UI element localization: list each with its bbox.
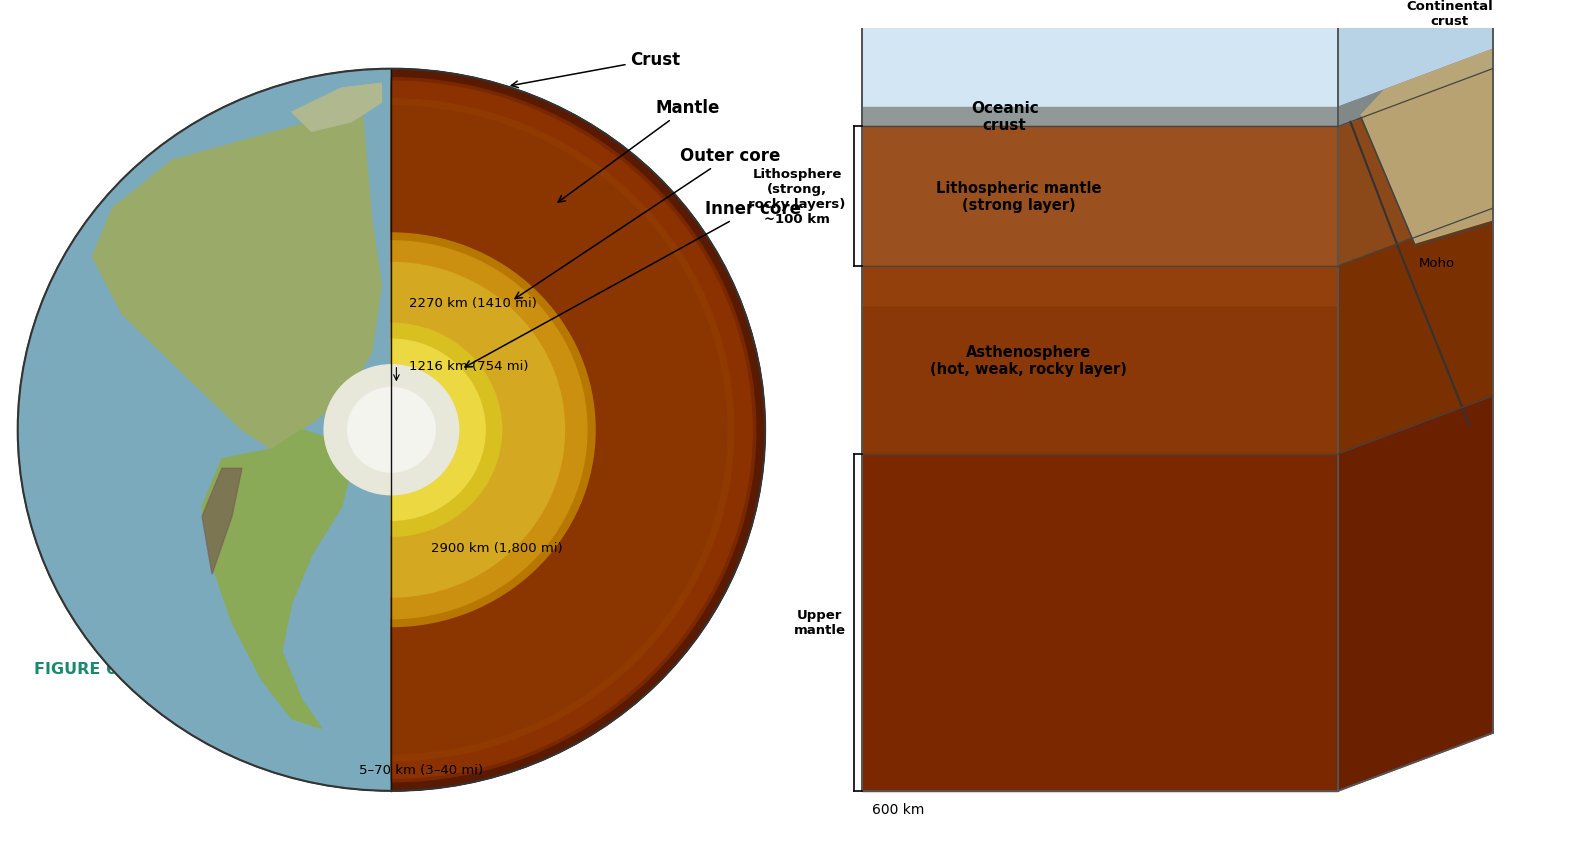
Polygon shape: [202, 430, 351, 728]
Circle shape: [348, 388, 435, 473]
Text: Upper
mantle: Upper mantle: [793, 609, 845, 636]
Polygon shape: [861, 127, 1338, 267]
Wedge shape: [392, 93, 741, 768]
Polygon shape: [1338, 209, 1493, 455]
Circle shape: [17, 70, 765, 791]
Polygon shape: [861, 267, 1338, 306]
Polygon shape: [1338, 51, 1493, 127]
Circle shape: [324, 365, 458, 495]
Text: 600 km: 600 km: [872, 802, 924, 816]
Text: Moho: Moho: [1419, 257, 1455, 269]
Polygon shape: [292, 84, 381, 132]
Text: 2270 km (1410 mi): 2270 km (1410 mi): [409, 296, 537, 309]
Text: Earth’s internal structure.: Earth’s internal structure.: [136, 661, 354, 676]
Wedge shape: [17, 70, 392, 791]
Circle shape: [281, 324, 501, 536]
Polygon shape: [202, 468, 242, 574]
Wedge shape: [392, 263, 564, 598]
Wedge shape: [392, 100, 733, 761]
Text: Inner core: Inner core: [465, 200, 801, 368]
Polygon shape: [861, 0, 1338, 108]
Polygon shape: [861, 267, 1338, 455]
Text: 2900 km (1,800 mi): 2900 km (1,800 mi): [431, 542, 562, 554]
Text: Outer core: Outer core: [515, 147, 781, 300]
Text: 1216 km (754 mi): 1216 km (754 mi): [409, 360, 529, 373]
Text: 5–70 km (3–40 mi): 5–70 km (3–40 mi): [359, 763, 483, 777]
Text: Lithosphere
(strong,
rocky layers)
~100 km: Lithosphere (strong, rocky layers) ~100 …: [749, 168, 845, 226]
Text: Crust: Crust: [512, 51, 681, 89]
Polygon shape: [1362, 51, 1493, 244]
Text: Lithospheric mantle
(strong layer): Lithospheric mantle (strong layer): [937, 181, 1101, 214]
Wedge shape: [392, 107, 727, 753]
Wedge shape: [392, 242, 586, 619]
Polygon shape: [93, 103, 381, 449]
Polygon shape: [861, 108, 1338, 127]
Wedge shape: [392, 70, 765, 791]
Wedge shape: [392, 82, 752, 778]
Wedge shape: [392, 85, 749, 775]
Wedge shape: [392, 324, 501, 536]
Wedge shape: [392, 78, 755, 782]
Circle shape: [188, 233, 596, 627]
Polygon shape: [1338, 0, 1493, 108]
Text: Oceanic
crust: Oceanic crust: [970, 101, 1038, 133]
Polygon shape: [1338, 101, 1357, 127]
Polygon shape: [861, 455, 1338, 791]
Circle shape: [324, 365, 458, 495]
Wedge shape: [392, 340, 485, 521]
Polygon shape: [1338, 397, 1493, 791]
Wedge shape: [392, 233, 596, 627]
Text: Mantle: Mantle: [558, 99, 720, 203]
Text: FIGURE 6.8: FIGURE 6.8: [35, 661, 134, 676]
Text: Asthenosphere
(hot, weak, rocky layer): Asthenosphere (hot, weak, rocky layer): [931, 344, 1127, 377]
Text: Continental
crust: Continental crust: [1406, 0, 1493, 28]
Polygon shape: [1338, 70, 1493, 267]
